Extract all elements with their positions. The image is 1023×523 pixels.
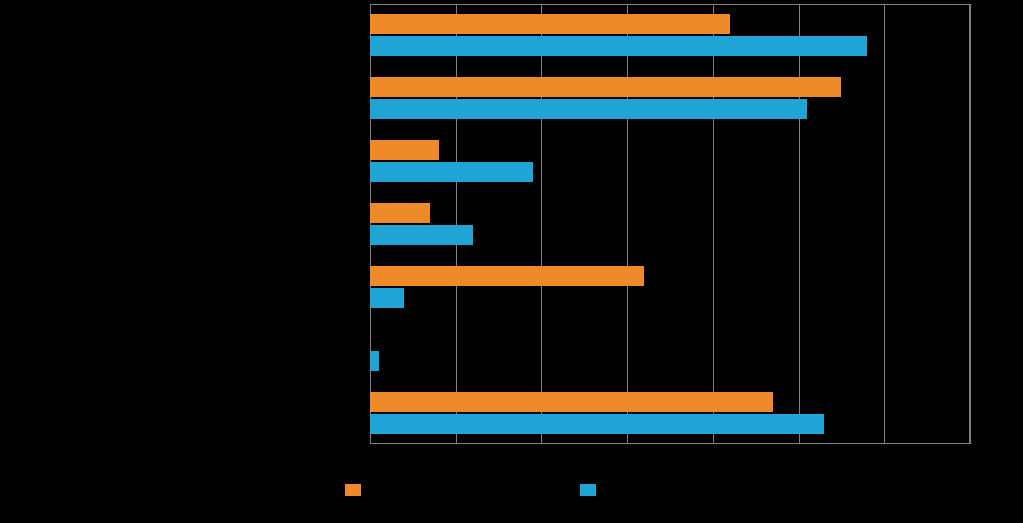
legend-swatch [345,484,361,496]
bar-s1 [370,266,644,286]
x-tick-label: 20 [535,448,548,462]
x-tick-label: 50 [792,448,805,462]
gridline [627,4,628,444]
category-label: Cat D [0,216,350,231]
bar-s2 [370,162,533,182]
bar-s2 [370,36,867,56]
x-tick-label: 0 [367,448,374,462]
bar-s1 [370,77,841,97]
category-label: Cat A [0,27,350,42]
category-label: Cat G [0,405,350,420]
bar-s2 [370,99,807,119]
x-tick-label: 70 [963,448,976,462]
plot-border [370,443,970,444]
bar-s1 [370,14,730,34]
chart-root: 0 10 20 30 40 50 60 70 Cat A Cat B Cat C Cat D Cat … [0,0,1023,523]
category-label: Cat F [0,342,350,357]
legend-label: Series 2 [606,482,654,497]
legend-item: Series 2 [580,482,654,497]
bar-s2 [370,351,379,371]
plot-border [370,4,970,5]
x-axis: 010203040506070 [370,448,970,468]
category-label: Cat C [0,153,350,168]
x-tick-label: 60 [878,448,891,462]
bar-s2 [370,225,473,245]
gridline [713,4,714,444]
x-tick-label: 10 [449,448,462,462]
legend-item: Series 1 [345,482,419,497]
gridline [456,4,457,444]
gridline [541,4,542,444]
x-tick-label: 40 [706,448,719,462]
gridline [799,4,800,444]
category-label: Cat E [0,279,350,294]
gridline [970,4,971,444]
category-label: Cat B [0,90,350,105]
x-tick-label: 30 [620,448,633,462]
gridline [884,4,885,444]
legend-swatch [580,484,596,496]
bar-s2 [370,414,824,434]
bar-s1 [370,203,430,223]
bar-s1 [370,140,439,160]
gridline [370,4,371,444]
plot-area [370,4,970,444]
legend-label: Series 1 [371,482,419,497]
bar-s2 [370,288,404,308]
bar-s1 [370,392,773,412]
